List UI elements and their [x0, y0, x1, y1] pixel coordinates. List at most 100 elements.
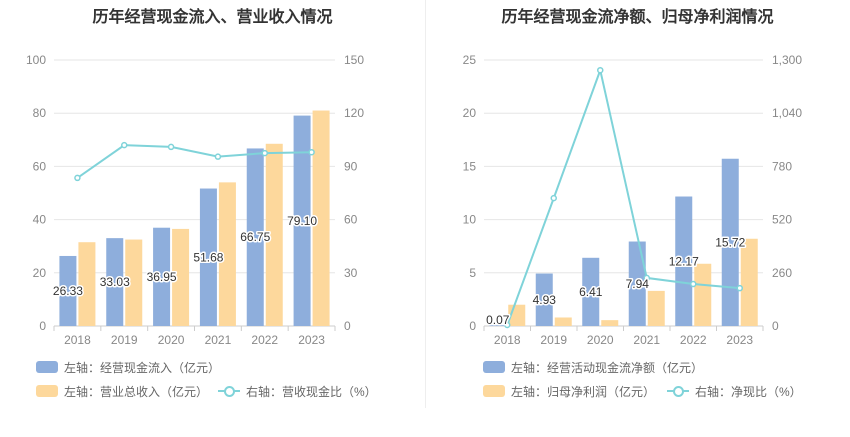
- legend-swatch-line: [218, 384, 240, 398]
- x-tick-label: 2018: [494, 333, 521, 347]
- bar-secondary: [125, 239, 143, 326]
- y-left-tick-label: 40: [33, 213, 47, 227]
- data-label: 4.93: [533, 293, 557, 307]
- legend-item-net-profit[interactable]: 左轴：归母净利润（亿元）: [483, 384, 656, 399]
- right-chart-svg: 0 0 5 260 10 520 15 780 20 1,040 25 1,300 2018 2019 20…: [463, 53, 803, 347]
- x-tick-label: 2021: [205, 333, 232, 347]
- y-left-tick-label: 5: [469, 266, 476, 280]
- legend-item-ratio[interactable]: 右轴：营收现金比（%）: [218, 384, 377, 399]
- bar-secondary: [694, 263, 712, 326]
- ratio-line-point: [261, 149, 268, 157]
- left-chart-svg: 0 0 20 30 40 60 60 90 80 120 100 150 2018 2019 2020 202…: [26, 53, 364, 347]
- data-label: 12.17: [669, 254, 699, 268]
- bar-primary: [246, 148, 264, 326]
- bar-secondary: [78, 242, 96, 326]
- data-label: 0.07: [486, 313, 510, 327]
- bar-secondary: [647, 290, 665, 326]
- y-left-tick-label: 10: [463, 213, 477, 227]
- ratio-line-point: [214, 153, 222, 160]
- data-label-halo: 26.33: [53, 284, 83, 298]
- bar-primary: [489, 325, 507, 326]
- y-right-tick-label: 30: [344, 266, 358, 280]
- y-left-tick-label: 15: [463, 159, 477, 173]
- ratio-line-point: [736, 284, 743, 292]
- y-left-tick-label: 0: [39, 319, 46, 333]
- left-chart-title: 历年经营现金流入、营业收入情况: [92, 9, 333, 26]
- y-right-tick-label: 1,300: [772, 53, 802, 67]
- legend-item-net-cash-ratio[interactable]: 右轴：净现比（%）: [667, 384, 802, 399]
- data-label: 15.72: [715, 235, 745, 249]
- y-left-tick-label: 20: [463, 106, 477, 120]
- y-right-tick-label: 1,040: [772, 106, 802, 120]
- y-right-tick-label: 120: [344, 106, 364, 120]
- ratio-line-point: [74, 174, 81, 182]
- bar-primary: [675, 196, 693, 326]
- data-label: 26.33: [53, 284, 83, 298]
- y-right-tick-label: 60: [344, 213, 358, 227]
- legend-swatch-bar-orange: [36, 385, 58, 397]
- ratio-line-point: [597, 66, 604, 74]
- bar-primary: [106, 238, 124, 326]
- data-label-halo: 4.93: [533, 293, 557, 307]
- data-label: 33.03: [100, 275, 130, 289]
- bar-primary: [153, 227, 171, 326]
- data-label: 6.41: [579, 285, 603, 299]
- bar-secondary: [554, 317, 572, 326]
- data-label: 66.75: [240, 230, 270, 244]
- bar-secondary: [601, 320, 619, 326]
- y-left-tick-label: 0: [469, 319, 476, 333]
- legend-item-cash-inflow[interactable]: 左轴：经营现金流入（亿元）: [36, 360, 221, 375]
- x-tick-label: 2023: [726, 333, 753, 347]
- bar-secondary: [265, 143, 283, 326]
- x-tick-label: 2021: [633, 333, 660, 347]
- data-label-halo: 66.75: [240, 230, 270, 244]
- legend-label: 左轴：经营活动现金流净额（亿元）: [511, 360, 704, 375]
- ratio-line-point: [550, 194, 557, 202]
- x-tick-label: 2020: [158, 333, 185, 347]
- y-left-tick-label: 25: [463, 53, 477, 67]
- legend-swatch-line: [667, 384, 689, 398]
- bar-primary: [628, 241, 646, 326]
- data-label-halo: 12.17: [669, 254, 699, 268]
- right-chart-panel: 历年经营现金流净额、归母净利润情况 0 0 5 260 10 520 15 780 20 1,04…: [425, 0, 850, 437]
- y-right-tick-label: 90: [344, 159, 358, 173]
- ratio-line-point: [121, 141, 128, 149]
- y-right-tick-label: 0: [772, 319, 779, 333]
- left-chart-panel: 历年经营现金流入、营业收入情况 0 0 20 30 40 60 60 90 80 120 100 15…: [26, 9, 377, 399]
- ratio-line: [76, 144, 312, 179]
- legend-item-revenue[interactable]: 左轴：营业总收入（亿元）: [36, 384, 209, 399]
- legend-label: 左轴：营业总收入（亿元）: [64, 384, 209, 399]
- x-tick-label: 2019: [540, 333, 567, 347]
- x-tick-label: 2022: [680, 333, 707, 347]
- bar-primary: [199, 188, 217, 326]
- panel-divider: [425, 0, 426, 408]
- data-label-halo: 36.95: [147, 270, 177, 284]
- legend-label: 左轴：归母净利润（亿元）: [511, 384, 656, 399]
- x-tick-label: 2018: [64, 333, 91, 347]
- x-tick-label: 2023: [298, 333, 325, 347]
- y-right-tick-label: 150: [344, 53, 364, 67]
- legend-item-net-cash-flow[interactable]: 左轴：经营活动现金流净额（亿元）: [483, 360, 704, 375]
- legend-swatch-bar-blue: [36, 361, 58, 373]
- data-label-halo: 51.68: [193, 250, 223, 264]
- data-label-halo: 33.03: [100, 275, 130, 289]
- data-label: 7.94: [626, 277, 650, 291]
- legend-label: 右轴：净现比（%）: [695, 384, 802, 399]
- legend-label: 右轴：营收现金比（%）: [246, 384, 377, 399]
- x-tick-label: 2020: [587, 333, 614, 347]
- bar-secondary: [218, 182, 236, 326]
- bar-primary: [293, 115, 311, 327]
- y-left-tick-label: 20: [33, 266, 47, 280]
- data-label-halo: 15.72: [715, 235, 745, 249]
- legend-label: 左轴：经营现金流入（亿元）: [64, 360, 221, 375]
- data-label-halo: 0.07: [486, 313, 510, 327]
- bar-primary: [721, 158, 739, 326]
- bar-primary: [59, 255, 77, 326]
- data-label: 79.10: [287, 214, 317, 228]
- data-label: 51.68: [193, 250, 223, 264]
- ratio-line-point: [308, 148, 315, 156]
- x-tick-label: 2022: [251, 333, 278, 347]
- y-right-tick-label: 0: [344, 319, 351, 333]
- data-label: 36.95: [147, 270, 177, 284]
- bar-secondary: [312, 110, 330, 326]
